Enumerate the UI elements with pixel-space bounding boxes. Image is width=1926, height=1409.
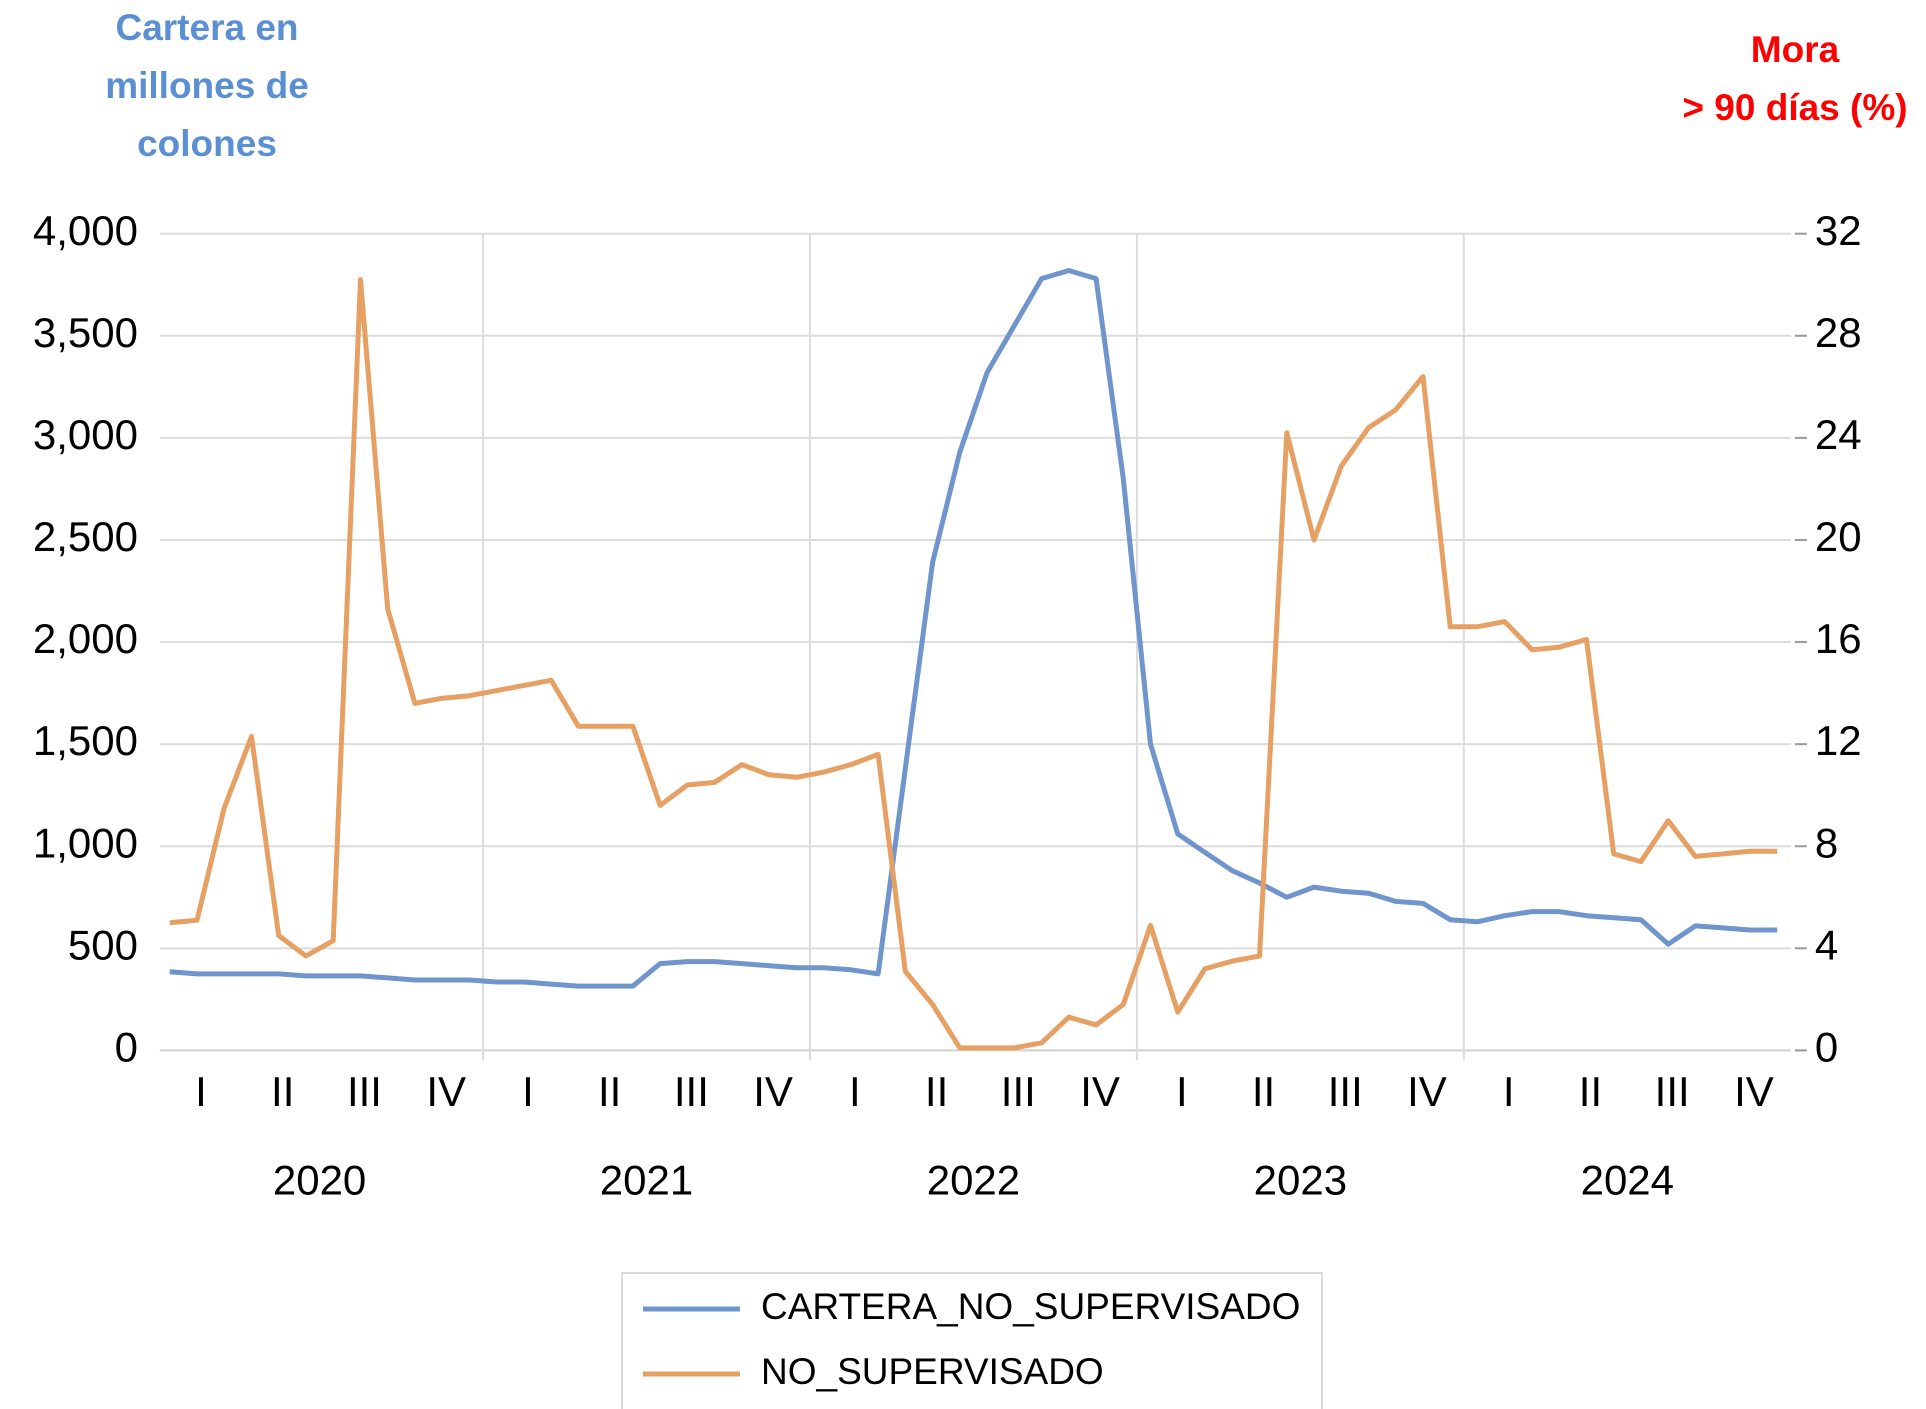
x-tick-label: III (1328, 1068, 1363, 1115)
legend-label: CARTERA_NO_SUPERVISADO (761, 1286, 1300, 1327)
x-tick-label: II (598, 1068, 621, 1115)
legend-box (621, 1272, 1323, 1409)
x-tick-label: IV (426, 1068, 466, 1115)
year-label: 2022 (927, 1156, 1020, 1203)
y2-tick-label: 12 (1815, 717, 1862, 764)
y-tick-label: 1,000 (33, 819, 138, 866)
x-tick-label: I (195, 1068, 207, 1115)
y-axis-title: Cartera en (115, 7, 298, 48)
x-tick-label: IV (1080, 1068, 1120, 1115)
x-tick-label: II (1579, 1068, 1602, 1115)
y-tick-label: 2,500 (33, 513, 138, 560)
y-tick-label: 1,500 (33, 717, 138, 764)
y2-tick-label: 20 (1815, 513, 1862, 560)
x-tick-label: IV (753, 1068, 793, 1115)
x-tick-label: III (1001, 1068, 1036, 1115)
series-line (169, 268, 1778, 989)
x-tick-label: III (674, 1068, 709, 1115)
y-tick-label: 4,000 (33, 207, 138, 254)
x-tick-label: IV (1407, 1068, 1447, 1115)
y2-tick-label: 32 (1815, 207, 1862, 254)
x-tick-label: I (522, 1068, 534, 1115)
y2-axis-title: > 90 días (%) (1682, 87, 1907, 128)
year-label: 2021 (600, 1156, 693, 1203)
x-tick-label: II (925, 1068, 948, 1115)
year-label: 2023 (1254, 1156, 1347, 1203)
y-tick-label: 0 (115, 1024, 138, 1071)
y-tick-label: 3,000 (33, 411, 138, 458)
x-tick-label: III (347, 1068, 382, 1115)
y-tick-label: 3,500 (33, 309, 138, 356)
y2-tick-label: 4 (1815, 921, 1838, 968)
y2-tick-label: 24 (1815, 411, 1862, 458)
y-tick-label: 2,000 (33, 615, 138, 662)
y-tick-label: 500 (68, 921, 138, 968)
y-axis-title: colones (137, 123, 277, 164)
x-tick-label: III (1655, 1068, 1690, 1115)
y2-axis-title: Mora (1751, 29, 1840, 70)
y-axis-title: millones de (105, 65, 309, 106)
x-tick-label: I (849, 1068, 861, 1115)
x-tick-label: I (1503, 1068, 1515, 1115)
y2-tick-label: 28 (1815, 309, 1862, 356)
x-tick-label: II (271, 1068, 294, 1115)
year-label: 2020 (273, 1156, 366, 1203)
x-tick-label: I (1176, 1068, 1188, 1115)
y2-tick-label: 8 (1815, 819, 1838, 866)
year-label: 2024 (1581, 1156, 1674, 1203)
x-tick-label: II (1252, 1068, 1275, 1115)
y2-tick-label: 16 (1815, 615, 1862, 662)
series-line (169, 277, 1778, 1051)
y2-tick-label: 0 (1815, 1024, 1838, 1071)
x-tick-label: IV (1734, 1068, 1774, 1115)
legend-label: NO_SUPERVISADO (761, 1351, 1104, 1392)
